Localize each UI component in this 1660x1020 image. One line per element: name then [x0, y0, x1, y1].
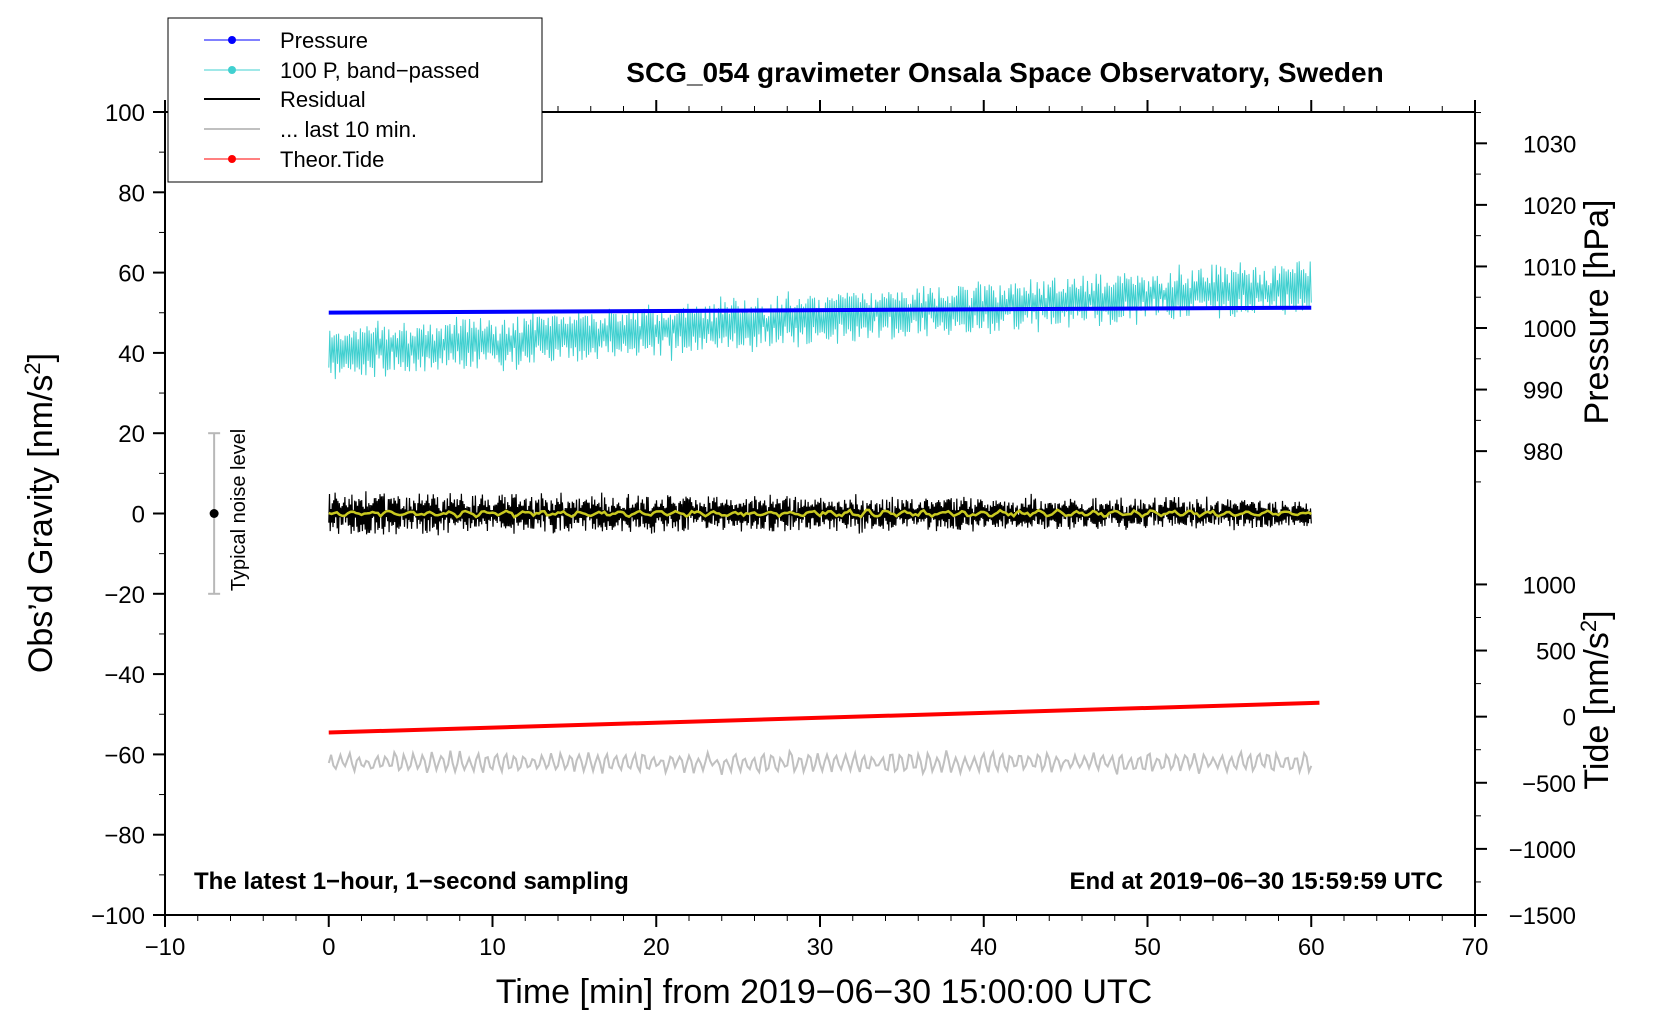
x-tick-label: 0: [322, 934, 335, 961]
annotation-right: End at 2019−06−30 15:59:59 UTC: [1069, 868, 1443, 895]
y-tick-label: 40: [118, 341, 145, 368]
legend-item-residual: Residual: [204, 87, 366, 112]
y-tick-label: 60: [118, 261, 145, 288]
legend-label-residual: Residual: [280, 87, 366, 112]
legend-item-theor-tide: Theor.Tide: [204, 147, 384, 172]
pressure-tick-label: 1030: [1523, 131, 1576, 158]
y-tick-label: −20: [104, 582, 145, 609]
x-tick-label: 60: [1298, 934, 1325, 961]
x-tick-label: 10: [479, 934, 506, 961]
y-tick-label: 20: [118, 421, 145, 448]
y-tick-label: −80: [104, 823, 145, 850]
pressure-tick-label: 980: [1523, 439, 1563, 466]
legend-marker-band-passed: [228, 66, 236, 74]
legend-label-pressure: Pressure: [280, 28, 368, 53]
y-tick-label: −60: [104, 742, 145, 769]
annotation-left: The latest 1−hour, 1−second sampling: [194, 868, 629, 895]
legend-label-band-passed: 100 P, band−passed: [280, 58, 480, 83]
series-smoothed-residual-line: [328, 508, 1312, 519]
pressure-tick-label: 1000: [1523, 316, 1576, 343]
tide-tick-label: 0: [1563, 705, 1576, 732]
y-tick-label: 0: [132, 502, 145, 529]
legend-label-theor-tide: Theor.Tide: [280, 147, 384, 172]
x-tick-label: 70: [1462, 934, 1489, 961]
legend-marker-theor-tide: [228, 155, 236, 163]
legend: Pressure 100 P, band−passed Residual ...…: [167, 17, 543, 183]
series-pressure-line: [328, 305, 1312, 315]
y-axis-title-tide: Tide [nm/s2]: [1576, 610, 1616, 789]
legend-label-last-10-min: ... last 10 min.: [280, 117, 417, 142]
x-tick-label: 20: [643, 934, 670, 961]
x-tick-label: 50: [1134, 934, 1161, 961]
x-tick-label: −10: [145, 934, 186, 961]
legend-marker-pressure: [228, 36, 236, 44]
series-last-10-min-line: [327, 748, 1313, 777]
tide-tick-label: 1000: [1523, 572, 1576, 599]
x-tick-label: 30: [807, 934, 834, 961]
legend-item-last-10-min: ... last 10 min.: [204, 117, 417, 142]
noise-level-label: Typical noise level: [228, 429, 250, 591]
y-axis-title-pressure: Pressure [hPa]: [1578, 200, 1616, 425]
legend-item-band-passed: 100 P, band−passed: [204, 58, 480, 83]
data-layer: [208, 261, 1320, 777]
series-band-passed-line: [328, 261, 1312, 380]
axes-layer: −10 0 10 20 30 40 50 60 70100806040200−20−40−60−…: [91, 100, 1576, 961]
pressure-tick-label: 1010: [1523, 254, 1576, 281]
noise-bar-center-point: [209, 509, 219, 518]
tide-tick-label: −500: [1522, 771, 1576, 798]
y-tick-label: −100: [91, 903, 145, 930]
pressure-tick-label: 990: [1523, 378, 1563, 405]
y-tick-label: 80: [118, 180, 145, 207]
y-tick-label: −40: [104, 662, 145, 689]
series-theor-tide-line: [328, 700, 1320, 735]
x-axis-title: Time [min] from 2019−06−30 15:00:00 UTC: [496, 973, 1152, 1011]
tide-tick-label: −1500: [1509, 903, 1576, 930]
x-tick-label: 40: [970, 934, 997, 961]
chart-title: SCG_054 gravimeter Onsala Space Observat…: [626, 57, 1383, 88]
legend-item-pressure: Pressure: [204, 28, 368, 53]
tide-tick-label: −1000: [1509, 837, 1576, 864]
pressure-tick-label: 1020: [1523, 193, 1576, 220]
y-tick-label: 100: [105, 100, 145, 127]
tide-tick-label: 500: [1536, 639, 1576, 666]
y-axis-title-left: Obs’d Gravity [nm/s2]: [20, 353, 60, 673]
